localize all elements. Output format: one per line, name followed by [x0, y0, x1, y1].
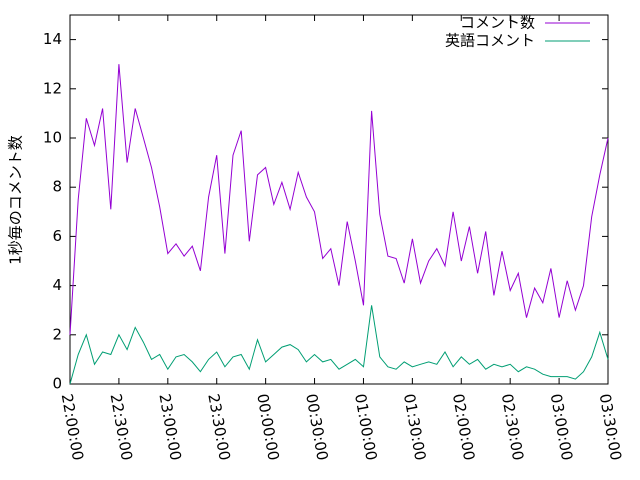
- x-tick-label: 02:30:00: [498, 392, 527, 461]
- series-line: [69, 305, 609, 385]
- y-tick-label: 10: [43, 129, 62, 147]
- x-tick-label: 02:00:00: [449, 392, 478, 461]
- y-tick-label: 2: [52, 325, 62, 343]
- x-tick-label: 03:30:00: [596, 392, 625, 461]
- y-tick-label: 8: [52, 178, 62, 196]
- x-tick-label: 22:30:00: [107, 392, 136, 461]
- y-tick-label: 12: [43, 79, 62, 97]
- y-tick-label: 0: [52, 375, 62, 393]
- x-tick-label: 22:00:00: [58, 392, 87, 461]
- legend-label: コメント数: [460, 14, 535, 32]
- series-line: [69, 64, 609, 335]
- y-tick-label: 14: [43, 30, 62, 48]
- x-tick-label: 01:30:00: [400, 392, 429, 461]
- plot-frame: [69, 14, 609, 385]
- y-tick-label: 4: [52, 276, 62, 294]
- x-tick-label: 03:00:00: [547, 392, 576, 461]
- legend-label: 英語コメント: [445, 32, 535, 50]
- y-axis-label: 1秒毎のコメント数: [7, 135, 25, 265]
- x-tick-label: 00:30:00: [302, 392, 331, 461]
- x-tick-label: 01:00:00: [351, 392, 380, 461]
- x-tick-label: 23:00:00: [155, 392, 184, 461]
- x-tick-label: 23:30:00: [204, 392, 233, 461]
- x-tick-label: 00:00:00: [253, 392, 282, 461]
- y-tick-label: 6: [52, 227, 62, 245]
